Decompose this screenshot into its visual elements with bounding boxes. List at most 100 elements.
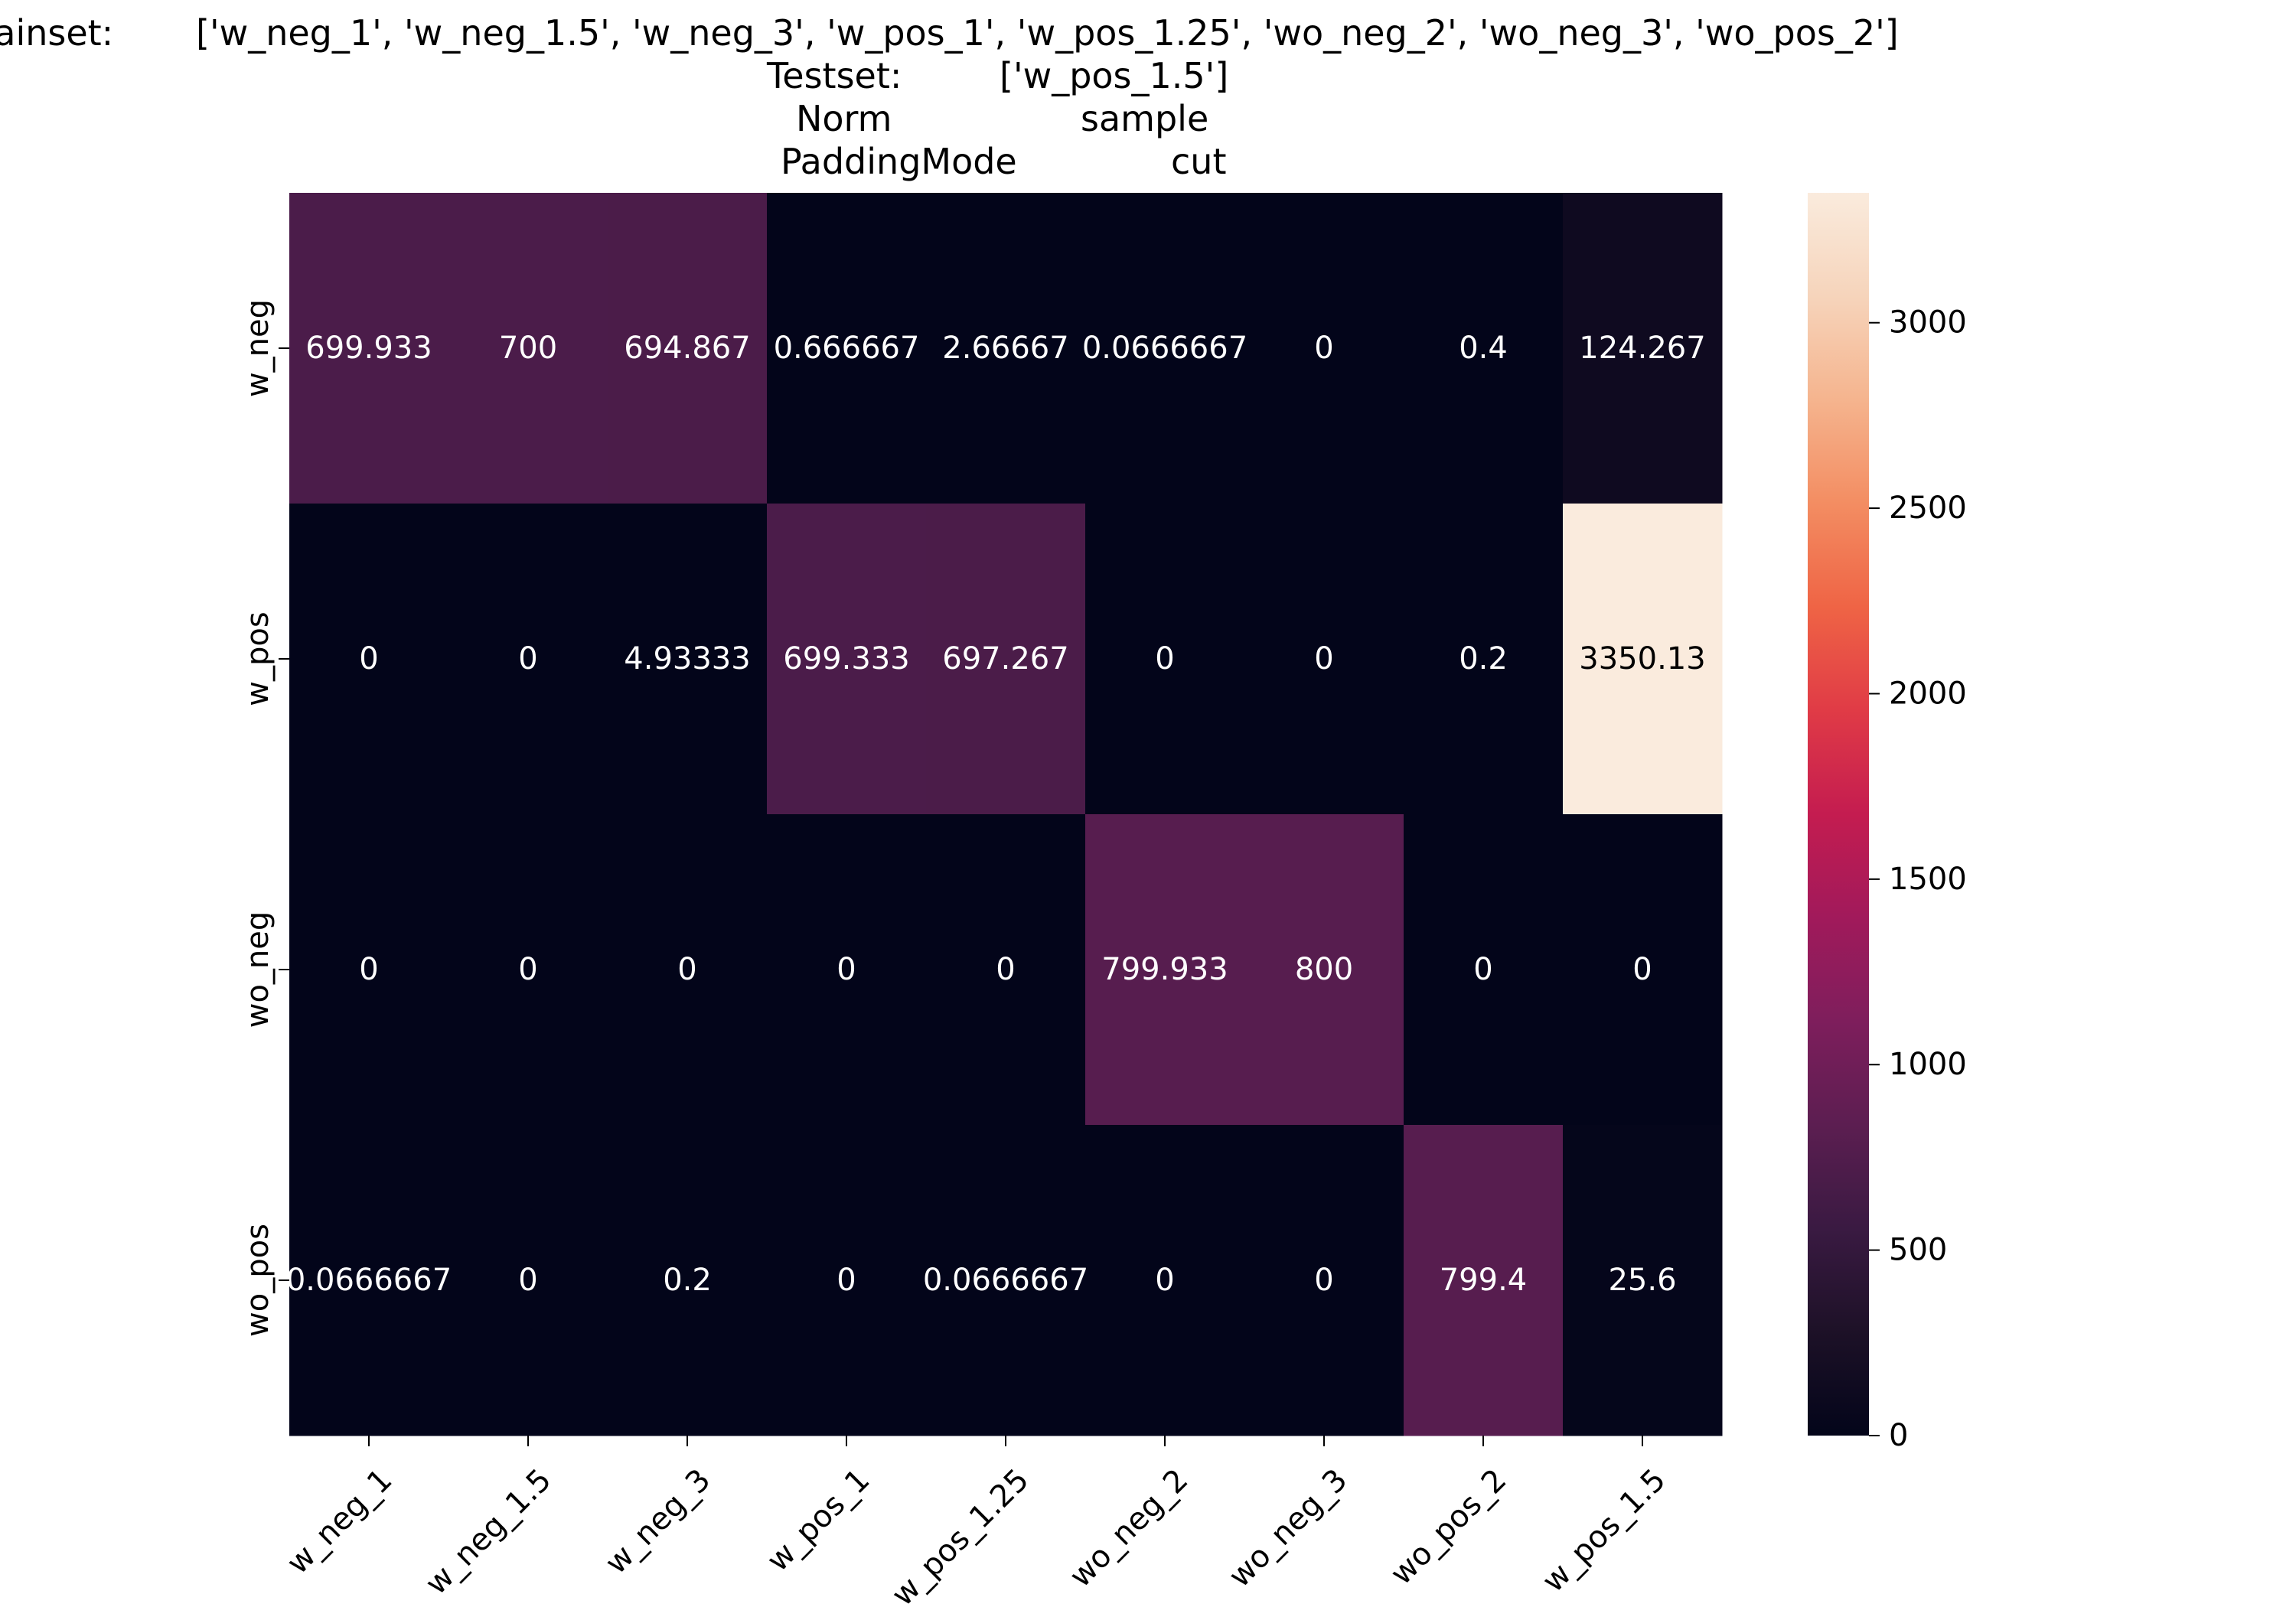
heatmap-cell <box>1563 1125 1723 1436</box>
cell-value-label: 0.4 <box>1459 331 1508 366</box>
heatmap-cell <box>1404 504 1564 815</box>
cell-value-label: 799.4 <box>1440 1263 1528 1298</box>
x-tick-label: w_pos_1.25 <box>885 1462 1036 1607</box>
cell-value-label: 694.867 <box>624 331 750 366</box>
heatmap-cell <box>448 193 608 504</box>
cell-value-label: 0 <box>837 952 856 987</box>
x-tick-label: w_neg_1.5 <box>419 1462 558 1602</box>
cell-value-label: 0.0666667 <box>1082 331 1247 366</box>
heatmap-cell <box>289 814 449 1126</box>
heatmap-cell <box>289 193 449 504</box>
cell-value-label: 700 <box>499 331 557 366</box>
colorbar-tick-label: 2500 <box>1889 491 1967 526</box>
cell-value-label: 697.267 <box>942 641 1068 676</box>
heatmap-cell <box>608 504 768 815</box>
heatmap-cell <box>1404 193 1564 504</box>
heatmap-cell <box>1563 504 1723 815</box>
cell-value-label: 800 <box>1295 952 1353 987</box>
x-tick-label: wo_neg_2 <box>1063 1462 1195 1595</box>
heatmap-cell <box>1244 1125 1404 1436</box>
cell-value-label: 4.93333 <box>624 641 750 676</box>
heatmap-cell <box>1244 814 1404 1126</box>
heatmap-cell <box>1244 193 1404 504</box>
heatmap-cells <box>289 193 1723 1436</box>
cell-value-label: 0 <box>1155 1263 1174 1298</box>
heatmap-cell <box>1085 814 1245 1126</box>
cell-value-label: 0 <box>518 1263 537 1298</box>
cell-value-label: 799.933 <box>1101 952 1228 987</box>
cell-value-label: 0 <box>1314 1263 1333 1298</box>
cell-value-label: 0.666667 <box>774 331 920 366</box>
colorbar-scale <box>1808 193 1869 1436</box>
y-tick-label: wo_neg <box>240 911 276 1028</box>
heatmap-cell <box>926 814 1086 1126</box>
cell-value-label: 0 <box>1473 952 1492 987</box>
cell-value-label: 0 <box>1314 331 1333 366</box>
x-axis: w_neg_1 w_neg_1.5 w_neg_3 w_pos_1 w_pos_1.25… <box>280 1436 1672 1607</box>
title-norm-value: sample <box>1081 98 1209 139</box>
cell-value-label: 0.0666667 <box>923 1263 1088 1298</box>
cell-value-label: 0 <box>359 952 378 987</box>
title-trainset-value: ['w_neg_1', 'w_neg_1.5', 'w_neg_3', 'w_p… <box>196 12 1899 54</box>
y-tick-label: w_pos <box>240 611 276 706</box>
colorbar-tick-label: 3000 <box>1889 305 1967 341</box>
title-padding-value: cut <box>1171 141 1227 182</box>
heatmap-cell <box>608 1125 768 1436</box>
cell-value-label: 0 <box>837 1263 856 1298</box>
heatmap-cell <box>1404 814 1564 1126</box>
cell-value-label: 0 <box>1314 641 1333 676</box>
x-tick-label: w_pos_1 <box>760 1462 876 1579</box>
cell-value-label: 0 <box>518 952 537 987</box>
cell-value-label: 0 <box>1155 641 1174 676</box>
heatmap-cell <box>1085 193 1245 504</box>
cell-value-label: 0.2 <box>663 1263 712 1298</box>
heatmap-cell <box>926 504 1086 815</box>
cell-value-label: 699.333 <box>783 641 909 676</box>
heatmap-cell <box>448 504 608 815</box>
heatmap-cell <box>1085 1125 1245 1436</box>
cell-value-label: 699.933 <box>305 331 432 366</box>
colorbar: 0 500 1000 1500 2000 2500 3000 <box>1808 193 1967 1453</box>
colorbar-tick-label: 2000 <box>1889 676 1967 711</box>
heatmap-cell <box>1563 193 1723 504</box>
title-trainset-label: Trainset: <box>0 12 114 54</box>
title-padding-label: PaddingMode <box>781 141 1017 182</box>
colorbar-tick-label: 1000 <box>1889 1047 1967 1082</box>
cell-value-label: 2.66667 <box>942 331 1068 366</box>
cell-value-label: 3350.13 <box>1579 641 1705 676</box>
heatmap-cell <box>448 1125 608 1436</box>
x-tick-label: wo_pos_2 <box>1384 1462 1513 1592</box>
heatmap-cell <box>448 814 608 1126</box>
cell-value-label: 0 <box>518 641 537 676</box>
colorbar-tick-label: 500 <box>1889 1233 1947 1268</box>
cell-value-label: 0 <box>677 952 696 987</box>
cell-value-label: 0.2 <box>1459 641 1508 676</box>
cell-value-label: 0.0666667 <box>286 1263 452 1298</box>
heatmap-cell <box>767 1125 927 1436</box>
heatmap-cell <box>289 504 449 815</box>
heatmap-cell <box>767 193 927 504</box>
colorbar-tick-label: 1500 <box>1889 862 1967 897</box>
heatmap-cell <box>1563 814 1723 1126</box>
heatmap-cell <box>608 193 768 504</box>
title-norm-label: Norm <box>796 98 892 139</box>
heatmap-cell <box>608 814 768 1126</box>
heatmap-cell <box>767 504 927 815</box>
cell-value-label: 0 <box>1632 952 1652 987</box>
heatmap-cell <box>1404 1125 1564 1436</box>
x-tick-label: w_neg_1 <box>280 1462 399 1581</box>
colorbar-tick-label: 0 <box>1889 1418 1908 1453</box>
heatmap-cell <box>1244 504 1404 815</box>
heatmap-cell <box>767 814 927 1126</box>
cell-value-label: 0 <box>996 952 1015 987</box>
title-testset-label: Testset: <box>767 55 902 96</box>
heatmap-cell <box>926 193 1086 504</box>
x-tick-label: w_neg_3 <box>598 1462 717 1581</box>
title-testset-value: ['w_pos_1.5'] <box>1000 55 1229 96</box>
heatmap-cell <box>926 1125 1086 1436</box>
heatmap-cell <box>1085 504 1245 815</box>
cell-value-label: 124.267 <box>1579 331 1705 366</box>
y-tick-label: wo_pos <box>240 1224 276 1337</box>
x-tick-label: wo_neg_3 <box>1222 1462 1355 1595</box>
